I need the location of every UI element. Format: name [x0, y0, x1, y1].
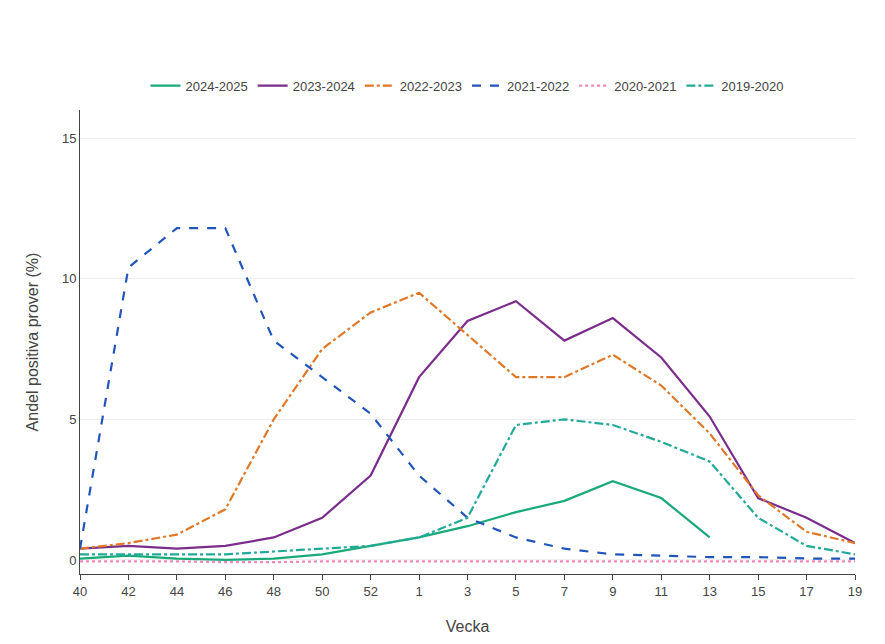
svg-text:2020-2021: 2020-2021: [614, 79, 676, 94]
svg-text:52: 52: [363, 584, 377, 599]
svg-text:13: 13: [702, 584, 716, 599]
svg-text:15: 15: [751, 584, 765, 599]
svg-text:2021-2022: 2021-2022: [507, 79, 569, 94]
svg-text:15: 15: [62, 131, 76, 146]
svg-text:Andel positiva prover (%): Andel positiva prover (%): [24, 253, 41, 432]
svg-text:11: 11: [655, 584, 669, 599]
svg-text:2019-2020: 2019-2020: [721, 79, 783, 94]
svg-text:5: 5: [512, 584, 519, 599]
svg-text:19: 19: [848, 584, 862, 599]
svg-text:10: 10: [62, 271, 76, 286]
svg-text:46: 46: [218, 584, 232, 599]
svg-text:44: 44: [170, 584, 184, 599]
svg-text:7: 7: [561, 584, 568, 599]
svg-text:48: 48: [267, 584, 281, 599]
svg-text:0: 0: [69, 552, 76, 567]
svg-text:2023-2024: 2023-2024: [293, 79, 355, 94]
svg-text:Vecka: Vecka: [446, 618, 490, 635]
svg-text:1: 1: [415, 584, 422, 599]
svg-text:17: 17: [799, 584, 813, 599]
svg-text:9: 9: [609, 584, 616, 599]
svg-text:3: 3: [464, 584, 471, 599]
svg-text:42: 42: [121, 584, 135, 599]
svg-text:40: 40: [73, 584, 87, 599]
svg-text:5: 5: [69, 412, 76, 427]
svg-text:2022-2023: 2022-2023: [400, 79, 462, 94]
svg-text:50: 50: [315, 584, 329, 599]
svg-text:2024-2025: 2024-2025: [186, 79, 248, 94]
